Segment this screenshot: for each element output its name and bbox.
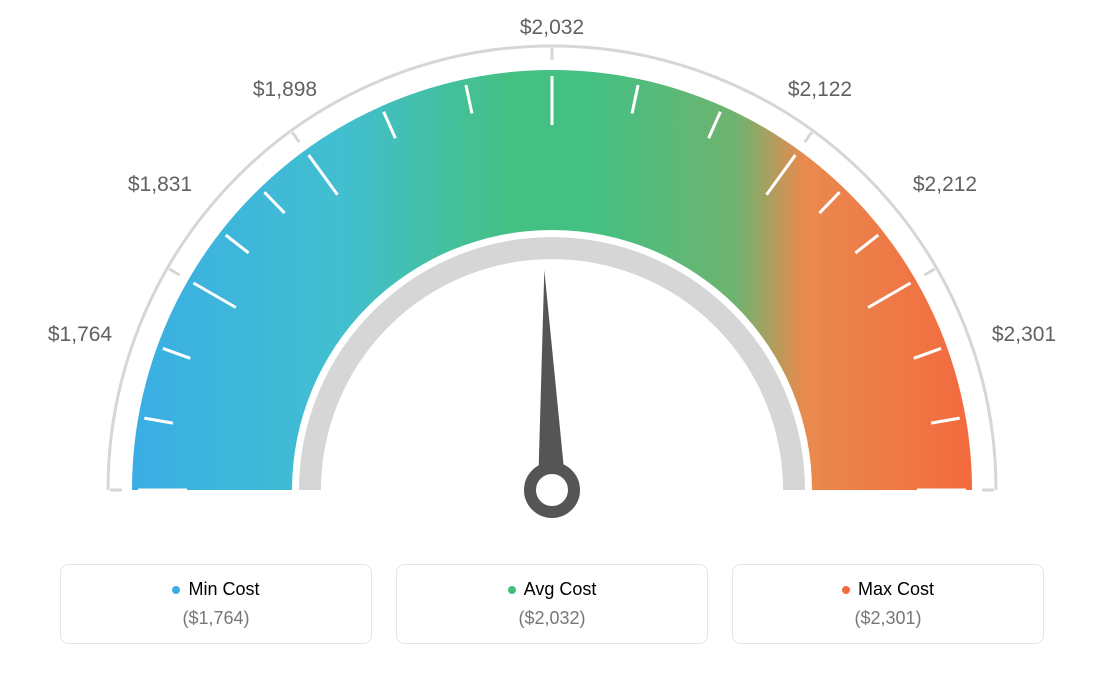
legend-title-text: Min Cost (188, 579, 259, 600)
legend-value-max: ($2,301) (733, 608, 1043, 629)
gauge-area: $1,764 $1,831 $1,898 $2,032 $2,122 $2,212 $2,3… (0, 0, 1104, 560)
scale-label: $2,301 (992, 323, 1056, 347)
legend-card-avg: Avg Cost ($2,032) (396, 564, 708, 644)
legend-value-avg: ($2,032) (397, 608, 707, 629)
dot-icon (842, 586, 850, 594)
legend-card-max: Max Cost ($2,301) (732, 564, 1044, 644)
legend-title-min: Min Cost (172, 579, 259, 600)
dot-icon (508, 586, 516, 594)
scale-label: $2,032 (520, 16, 584, 40)
legend-card-min: Min Cost ($1,764) (60, 564, 372, 644)
scale-label: $2,122 (788, 78, 852, 102)
scale-label: $1,764 (48, 323, 112, 347)
scale-label: $1,898 (253, 78, 317, 102)
legend-title-text: Max Cost (858, 579, 934, 600)
scale-label: $2,212 (913, 173, 977, 197)
legend-title-text: Avg Cost (524, 579, 597, 600)
legend-title-max: Max Cost (842, 579, 934, 600)
dot-icon (172, 586, 180, 594)
legend-row: Min Cost ($1,764) Avg Cost ($2,032) Max … (0, 564, 1104, 644)
gauge-chart-container: $1,764 $1,831 $1,898 $2,032 $2,122 $2,212 $2,3… (0, 0, 1104, 690)
gauge-svg (0, 0, 1104, 560)
legend-title-avg: Avg Cost (508, 579, 597, 600)
scale-label: $1,831 (128, 173, 192, 197)
legend-value-min: ($1,764) (61, 608, 371, 629)
